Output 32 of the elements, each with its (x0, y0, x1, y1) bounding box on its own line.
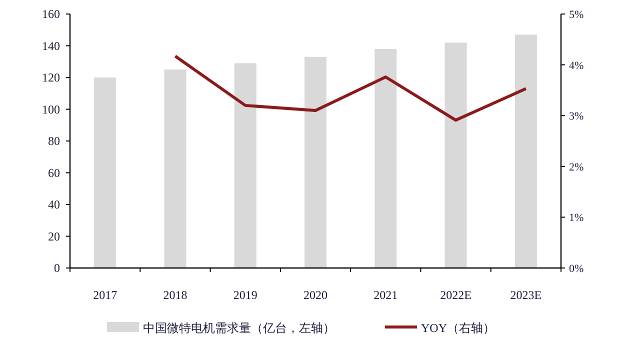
bar (304, 56, 326, 268)
y-tick-label: 120 (42, 70, 60, 84)
line-series (174, 54, 528, 122)
y2-tick-label: 1% (569, 212, 584, 224)
x-tick-label: 2019 (233, 288, 258, 302)
y-tick-label: 80 (48, 134, 60, 148)
y-tick-label: 40 (48, 198, 60, 212)
bar (444, 42, 467, 268)
y-tick-label: 60 (48, 166, 60, 180)
y2-tick-label: 4% (569, 60, 584, 72)
bar (164, 70, 186, 268)
y-tick-label: 0 (54, 261, 60, 275)
x-tick-label: 2017 (93, 288, 118, 302)
bar (234, 63, 256, 268)
y2-tick-label: 0% (569, 263, 584, 275)
bar (514, 34, 537, 268)
x-tick-label: 2021 (374, 288, 398, 302)
bar (94, 78, 116, 268)
y-tick-label: 100 (42, 102, 60, 116)
x-tick-label: 2022E (440, 288, 472, 302)
y2-tick-label: 2% (569, 161, 584, 174)
y-tick-label: 20 (48, 229, 60, 244)
bar (374, 48, 397, 268)
x-tick-label: 2023E (510, 288, 542, 302)
legend-label: 中国微特电机需求量（亿台，左轴） (143, 321, 335, 335)
x-tick-label: 2020 (304, 288, 328, 302)
y-tick-label: 160 (42, 7, 60, 21)
legend-label: YOY（右轴） (421, 321, 495, 335)
y2-tick-label: 3% (569, 110, 584, 123)
y-tick-label: 140 (42, 38, 60, 53)
x-tick-label: 2018 (163, 288, 188, 302)
y2-tick-label: 5% (569, 9, 584, 21)
